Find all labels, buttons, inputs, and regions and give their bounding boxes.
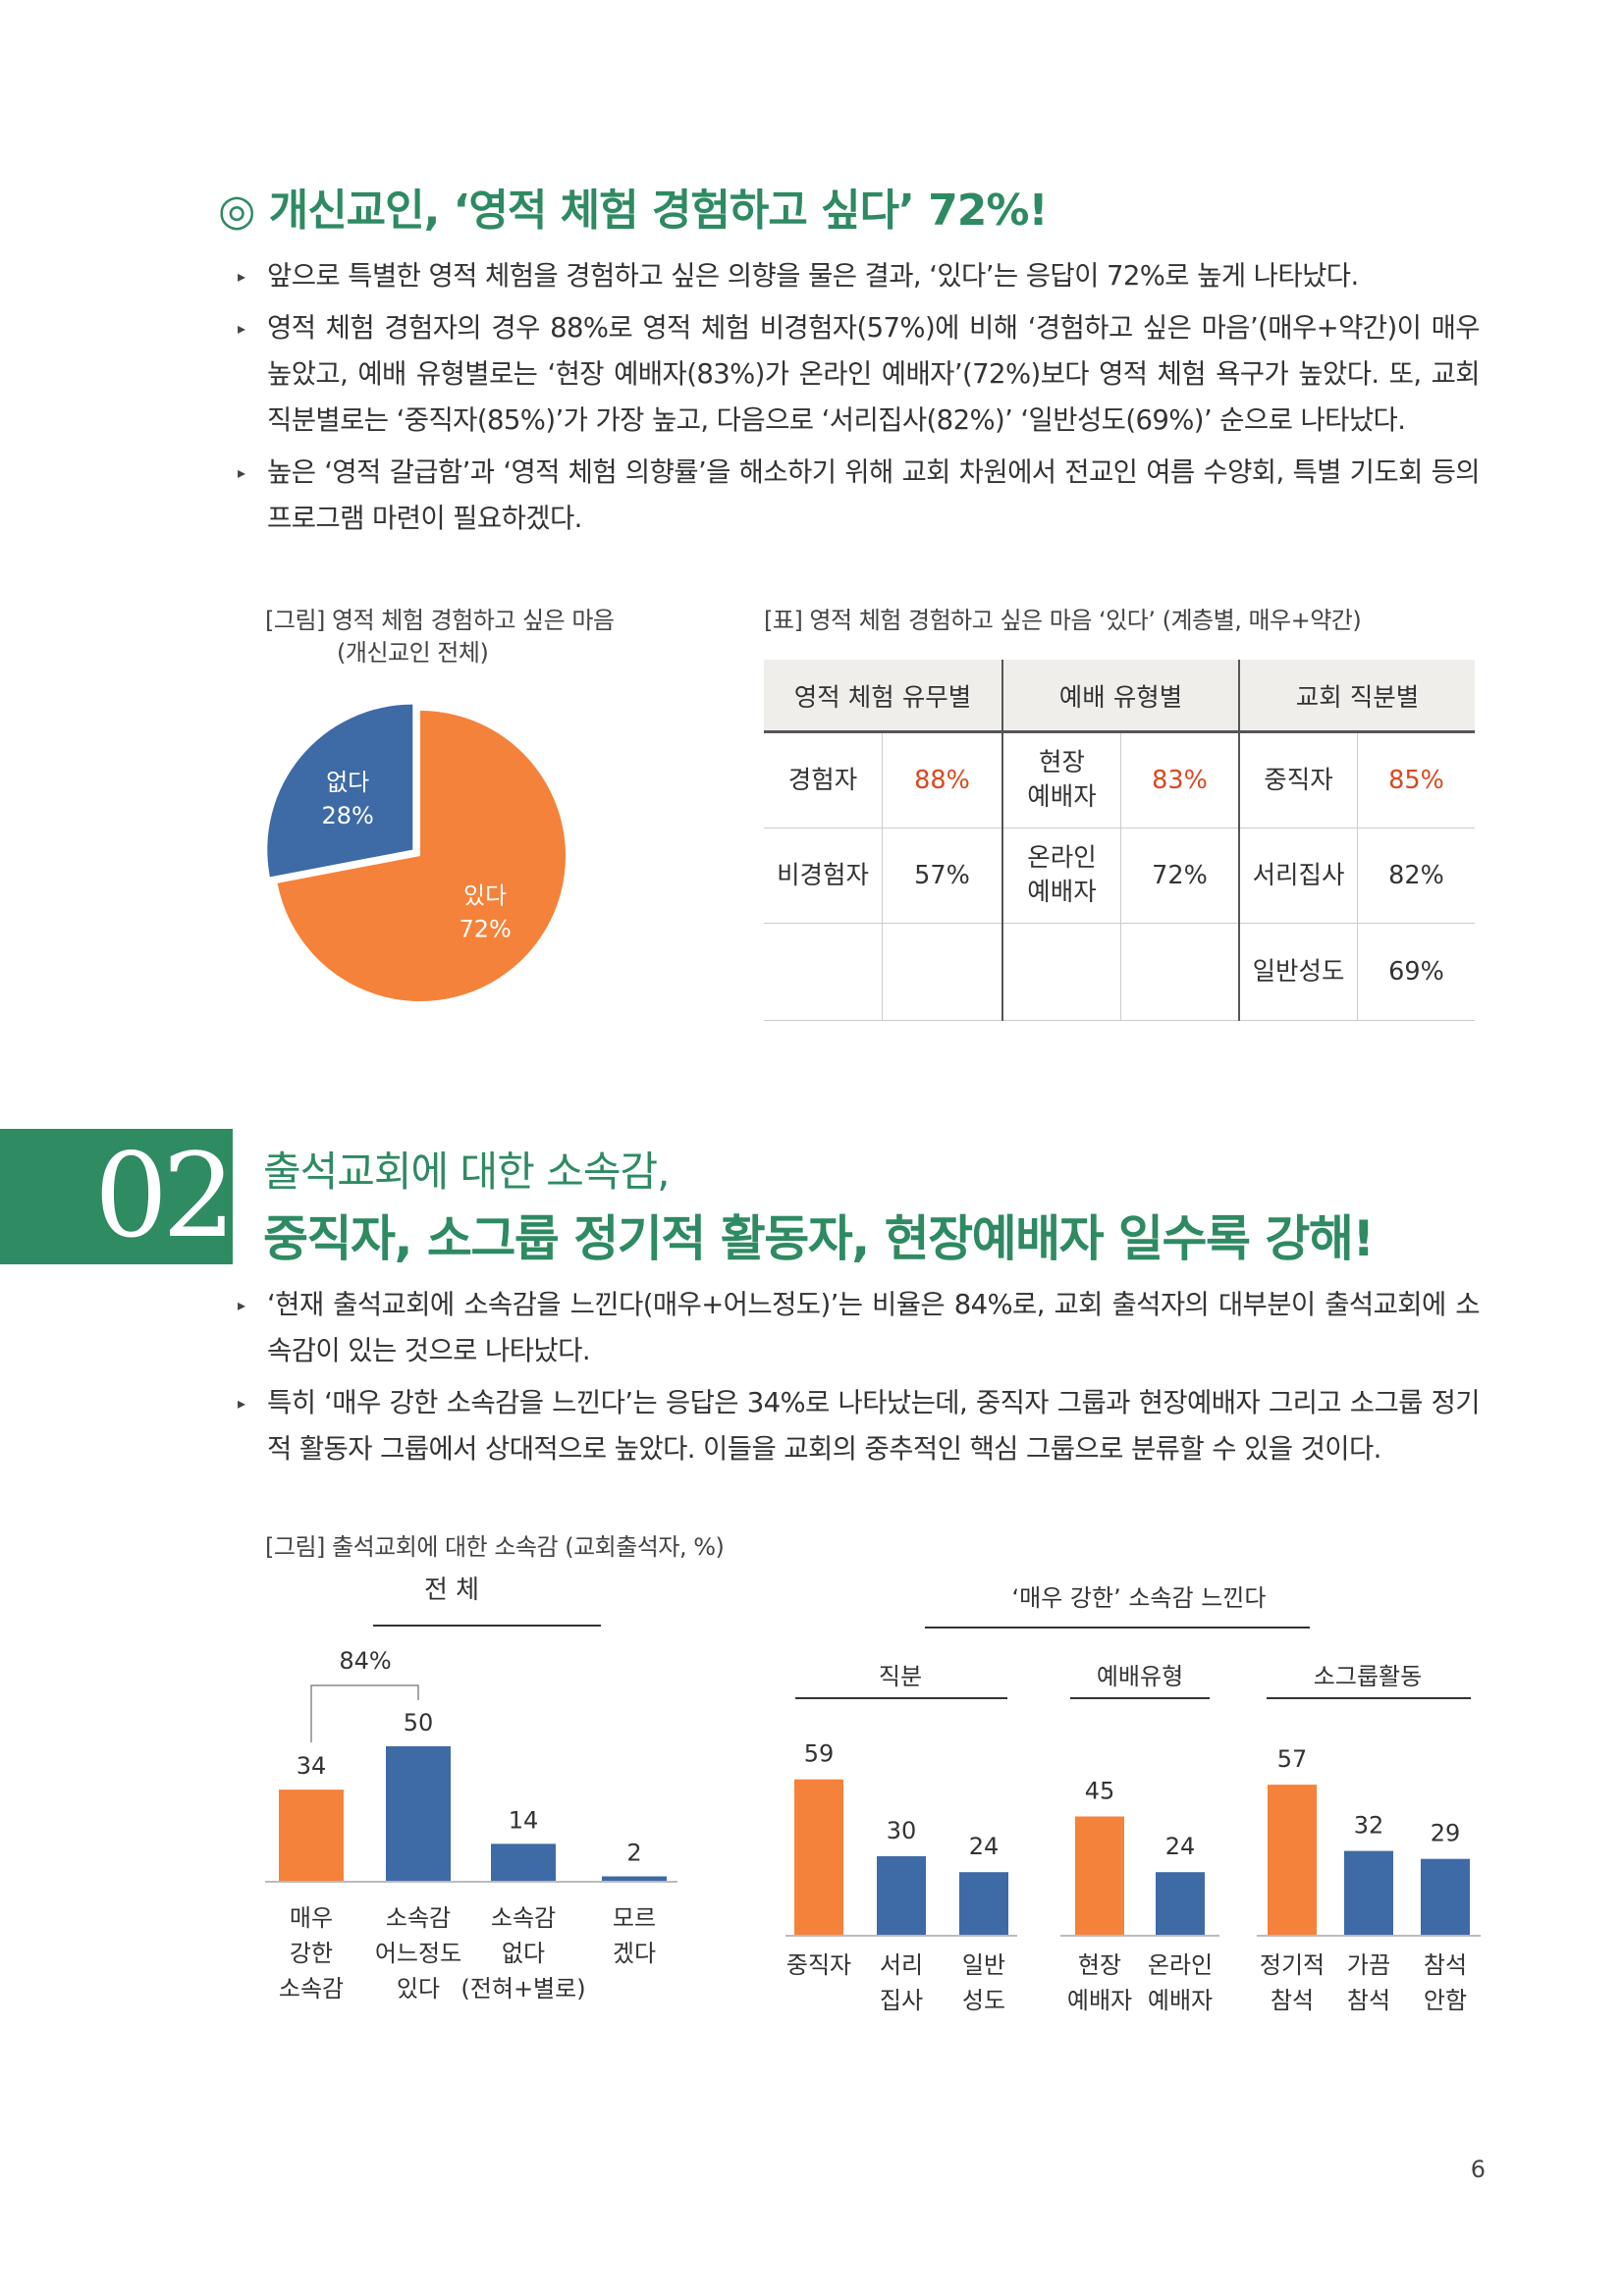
table-cell [1002, 923, 1121, 1021]
table-cell: 중직자 [1239, 731, 1358, 828]
bar-category-label: 모르 겠다 [613, 1904, 656, 1967]
chart-title: ‘매우 강한’ 소속감 느낀다 [1012, 1584, 1267, 1612]
pie-value-label: 28% [321, 802, 373, 829]
bracket-label: 84% [339, 1647, 391, 1675]
group-title: 예배유형 [1097, 1663, 1183, 1690]
bullet-paragraph: 높은 ‘영적 갈급함’과 ‘영적 체험 의향률’을 해소하기 위해 교회 차원에… [238, 450, 1481, 542]
bar [794, 1779, 843, 1936]
table-header: 영적 체험 유무별 [764, 660, 1003, 733]
table-row: 비경험자 57% 온라인 예배자 72% 서리집사 82% [764, 828, 1475, 924]
table-row: 일반성도 69% [764, 923, 1475, 1021]
bar-category-label: 현장 예배자 [1067, 1951, 1132, 2014]
bar [1156, 1872, 1205, 1936]
table-cell: 일반성도 [1239, 923, 1358, 1021]
bar [1344, 1850, 1393, 1936]
pie-value-label: 72% [459, 916, 511, 943]
bar [491, 1843, 556, 1882]
bar-category-label: 온라인 예배자 [1148, 1951, 1213, 2014]
section-number-box [0, 1129, 233, 1264]
bar-category-label: 매우 강한 소속감 [279, 1904, 344, 2002]
bullet-paragraph: 특히 ‘매우 강한 소속감을 느낀다’는 응답은 34%로 나타났는데, 중직자… [238, 1380, 1481, 1472]
bullet-paragraph: 영적 체험 경험자의 경우 88%로 영적 체험 비경험자(57%)에 비해 ‘… [238, 305, 1481, 444]
pie-slice [267, 704, 413, 878]
table-row: 경험자 88% 현장 예배자 83% 중직자 85% [764, 731, 1475, 828]
bar-category-label: 서리 집사 [880, 1951, 923, 2014]
bar-value-label: 57 [1277, 1745, 1308, 1773]
bar-value-label: 45 [1085, 1778, 1115, 1805]
bar-value-label: 24 [969, 1833, 1000, 1860]
table-cell: 83% [1120, 731, 1240, 828]
table-cell [882, 923, 1003, 1021]
group-title: 소그룹활동 [1314, 1663, 1422, 1690]
section-number: 02 [94, 1128, 236, 1263]
pie-caption: [그림] 영적 체험 경험하고 싶은 마음 [265, 607, 615, 634]
section-heading: ◎ 개신교인, ‘영적 체험 경험하고 싶다’ 72%! [218, 186, 1049, 236]
pie-chart: 있다 72% 없다 28% [267, 704, 566, 1001]
section-title: 중직자, 소그룹 정기적 활동자, 현장예배자 일수록 강해! [263, 1210, 1375, 1267]
bar-value-label: 24 [1165, 1833, 1196, 1860]
bar-category-label: 참석 안함 [1424, 1951, 1467, 2014]
bullet-paragraph: ‘현재 출석교회에 소속감을 느낀다(매우+어느정도)’는 비율은 84%로, … [238, 1282, 1481, 1374]
bar-value-label: 32 [1354, 1812, 1384, 1840]
experience-table: 영적 체험 유무별 예배 유형별 교회 직분별 경험자 88% 현장 예배자 83% 중직… [764, 660, 1475, 1021]
section2-bullets: ‘현재 출석교회에 소속감을 느낀다(매우+어느정도)’는 비율은 84%로, … [238, 1282, 1481, 1478]
section-subtitle: 출석교회에 대한 소속감, [263, 1148, 670, 1196]
table-cell: 온라인 예배자 [1002, 828, 1121, 924]
table-cell: 서리집사 [1239, 828, 1358, 924]
pie-caption-sub: (개신교인 전체) [337, 639, 489, 667]
bar-category-label: 일반 성도 [962, 1951, 1005, 2014]
section1-bullets: 앞으로 특별한 영적 체험을 경험하고 싶은 의향을 물은 결과, ‘있다’는 … [238, 253, 1481, 548]
bar-value-label: 59 [804, 1740, 835, 1768]
table-cell: 85% [1357, 731, 1475, 828]
bar-category-label: 중직자 [786, 1951, 851, 1979]
bar [279, 1789, 344, 1882]
figure-caption: [그림] 출석교회에 대한 소속감 (교회출석자, %) [265, 1533, 725, 1561]
table-cell: 69% [1357, 923, 1475, 1021]
page-number: 6 [1470, 2156, 1486, 2183]
chart-title: 전 체 [424, 1575, 479, 1605]
group-title: 직분 [879, 1663, 922, 1690]
bar [1268, 1785, 1317, 1936]
bar-value-label: 50 [404, 1709, 434, 1736]
table-cell: 경험자 [764, 731, 883, 828]
table-caption: [표] 영적 체험 경험하고 싶은 마음 ‘있다’ (계층별, 매우+약간) [764, 607, 1362, 634]
bar-value-label: 2 [626, 1839, 641, 1866]
bracket [310, 1684, 419, 1743]
bar [602, 1876, 667, 1882]
table-cell: 현장 예배자 [1002, 731, 1121, 828]
pie-label: 있다 [463, 882, 507, 910]
bar [1421, 1858, 1470, 1936]
table-cell [1120, 923, 1240, 1021]
bar-category-label: 소속감 없다 (전혀+별로) [460, 1904, 585, 2002]
table-cell: 57% [882, 828, 1003, 924]
bar-charts: 전 체 34 매우 강한 소속감 50 소속감 어느정도 있다 14 소속감 없다 (전혀+별로) 2 모르… [265, 1575, 1481, 2014]
pie-slice [277, 711, 566, 1001]
table-cell: 88% [882, 731, 1003, 828]
bar [386, 1746, 451, 1882]
bullet-paragraph: 앞으로 특별한 영적 체험을 경험하고 싶은 의향을 물은 결과, ‘있다’는 … [238, 253, 1480, 299]
bar [1075, 1816, 1124, 1936]
bar-value-label: 29 [1431, 1820, 1461, 1847]
bar-category-label: 가끔 참석 [1347, 1951, 1390, 2014]
bar-category-label: 소속감 어느정도 있다 [375, 1904, 461, 2002]
table-cell: 비경험자 [764, 828, 883, 924]
table-header: 교회 직분별 [1239, 660, 1475, 733]
table-header: 예배 유형별 [1002, 660, 1240, 733]
bar-value-label: 34 [297, 1752, 327, 1780]
bar [959, 1872, 1008, 1936]
table-cell [764, 923, 883, 1021]
pie-label: 없다 [326, 769, 369, 796]
bar-value-label: 14 [509, 1806, 539, 1834]
bar [877, 1856, 926, 1936]
bar-category-label: 정기적 참석 [1260, 1951, 1325, 2014]
table-cell: 72% [1120, 828, 1240, 924]
table-cell: 82% [1357, 828, 1475, 924]
bar-value-label: 30 [887, 1817, 917, 1844]
